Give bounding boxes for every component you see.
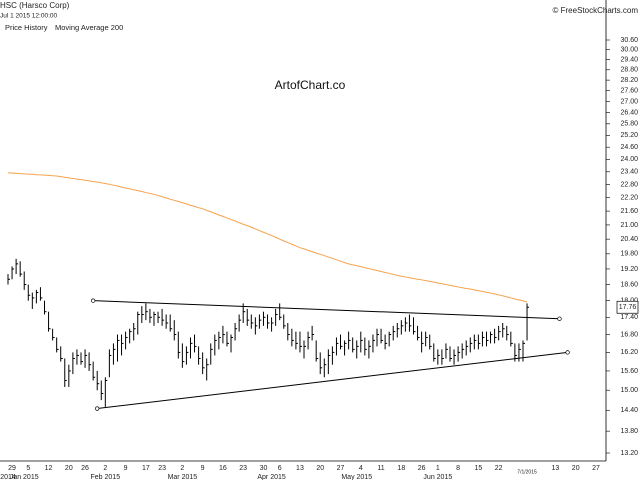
y-tick-label: 28.80 <box>620 67 638 74</box>
x-tick-label: 2 <box>103 465 107 472</box>
month-label: Jun 2015 <box>423 474 452 480</box>
x-tick-label: 22 <box>495 465 503 472</box>
x-tick-label: 18 <box>397 465 405 472</box>
trendline-handle <box>95 406 100 411</box>
month-label: May 2015 <box>341 474 372 480</box>
x-tick-label: 4 <box>359 465 363 472</box>
date-marker: 7/1/2015 <box>517 469 537 475</box>
y-tick-label: 19.20 <box>620 266 638 273</box>
y-tick-label: 25.20 <box>620 132 638 139</box>
x-tick-label: 20 <box>572 465 580 472</box>
y-tick-label: 29.40 <box>620 56 638 63</box>
chart-subtitle: Jul 1 2015 12:00:00 <box>0 13 57 20</box>
y-tick-label: 18.60 <box>620 281 638 288</box>
y-tick-label: 14.40 <box>620 407 638 414</box>
month-label: Jan 2015 <box>10 474 39 480</box>
trendline <box>93 300 560 320</box>
y-tick-label: 26.40 <box>620 109 638 116</box>
y-tick-label: 13.20 <box>620 450 638 457</box>
x-tick-label: 1 <box>436 465 440 472</box>
x-tick-label: 17 <box>142 465 150 472</box>
x-tick-label: 30 <box>260 465 268 472</box>
x-tick-label: 5 <box>26 465 30 472</box>
y-tick-label: 20.40 <box>620 236 638 243</box>
x-tick-label: 23 <box>158 465 166 472</box>
month-label: 2014 <box>0 474 16 480</box>
moving-average-line <box>7 172 528 303</box>
x-tick-label: 8 <box>456 465 460 472</box>
y-tick-label: 30.60 <box>620 37 638 44</box>
trendline-handle <box>91 298 96 303</box>
y-tick-label: 23.40 <box>620 169 638 176</box>
x-tick-label: 20 <box>316 465 324 472</box>
x-tick-label: 9 <box>201 465 205 472</box>
x-tick-label: 27 <box>592 465 600 472</box>
y-tick-label: 27.00 <box>620 98 638 105</box>
trendline-handle <box>557 316 562 321</box>
legend-price: Price History <box>5 23 48 32</box>
y-tick-label: 15.00 <box>620 387 638 394</box>
month-label: Mar 2015 <box>168 474 198 480</box>
x-tick-label: 12 <box>45 465 53 472</box>
x-tick-label: 2 <box>180 465 184 472</box>
y-tick-label: 27.60 <box>620 88 638 95</box>
month-label: Apr 2015 <box>257 474 286 480</box>
x-tick-label: 20 <box>65 465 73 472</box>
x-tick-label: 13 <box>296 465 304 472</box>
last-price-label: 17.76 <box>619 304 637 311</box>
x-tick-label: 6 <box>278 465 282 472</box>
y-tick-label: 25.80 <box>620 121 638 128</box>
chart-title: HSC (Harsco Corp) <box>0 1 70 10</box>
y-tick-label: 21.60 <box>620 208 638 215</box>
y-tick-label: 15.60 <box>620 368 638 375</box>
y-tick-label: 17.40 <box>620 314 638 321</box>
x-tick-label: 13 <box>552 465 560 472</box>
y-tick-label: 19.80 <box>620 251 638 258</box>
trendline <box>97 351 568 410</box>
x-tick-label: 26 <box>81 465 89 472</box>
y-tick-label: 24.60 <box>620 144 638 151</box>
y-tick-label: 13.80 <box>620 428 638 435</box>
last-price-box <box>616 300 639 314</box>
month-label: Feb 2015 <box>91 474 121 480</box>
x-tick-label: 16 <box>219 465 227 472</box>
y-tick-label: 16.80 <box>620 331 638 338</box>
x-tick-label: 26 <box>418 465 426 472</box>
x-tick-label: 29 <box>8 465 16 472</box>
x-tick-label: 11 <box>377 465 384 472</box>
y-tick-label: 22.20 <box>620 194 638 201</box>
legend-moving-average: Moving Average 200 <box>55 23 123 32</box>
x-tick-label: 27 <box>337 465 345 472</box>
y-tick-label: 24.00 <box>620 156 638 163</box>
y-tick-label: 28.20 <box>620 77 638 84</box>
x-tick-label: 23 <box>239 465 247 472</box>
y-tick-label: 16.20 <box>620 349 638 356</box>
x-tick-label: 15 <box>474 465 482 472</box>
y-tick-label: 30.00 <box>620 47 638 54</box>
watermark: ArtofChart.co <box>275 78 346 92</box>
trendline-handle <box>565 350 570 355</box>
source: © FreeStockCharts.com <box>553 6 639 15</box>
y-tick-label: 22.80 <box>620 181 638 188</box>
y-tick-label: 21.00 <box>620 222 638 229</box>
x-tick-label: 9 <box>124 465 128 472</box>
